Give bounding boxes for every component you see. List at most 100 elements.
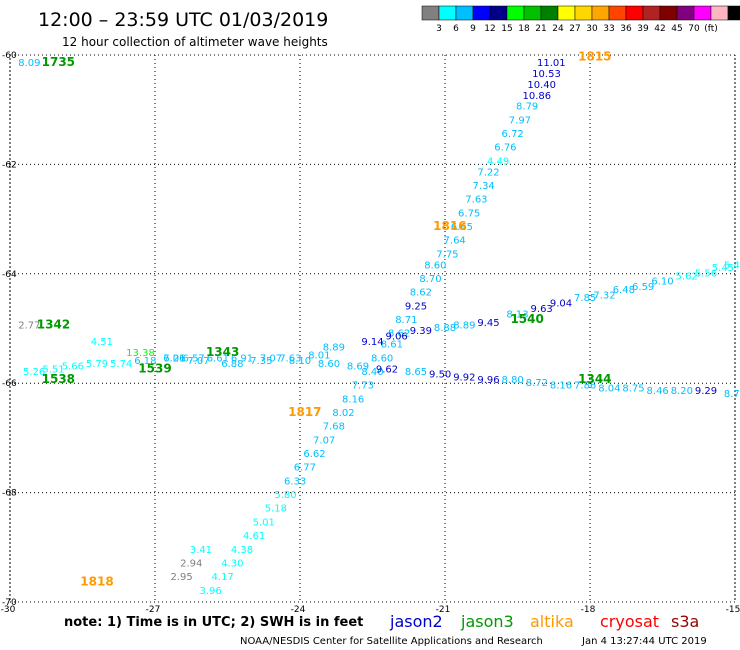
swh-point: 8.88 (434, 323, 456, 334)
swh-point: 8.16 (342, 394, 364, 405)
swh-point: 9.63 (531, 304, 553, 315)
x-tick-label: -15 (726, 605, 740, 615)
y-tick-label: -64 (2, 270, 17, 280)
legend-cryosat: cryosat (600, 612, 659, 631)
swh-point: 7.64 (444, 236, 466, 247)
colorbar-label: 42 (654, 24, 665, 34)
swh-point: 4.61 (243, 531, 265, 542)
colorbar-label: 39 (637, 24, 649, 34)
swh-point: 7.63 (279, 353, 301, 364)
colorbar-swatch (540, 5, 559, 21)
swh-point: 7.07 (260, 353, 282, 364)
swh-point: 5.66 (62, 362, 84, 373)
y-tick-label: -66 (2, 379, 17, 389)
x-tick-label: -27 (146, 605, 161, 615)
pass-time-label: 1735 (42, 55, 75, 69)
legend-jason3: jason3 (460, 612, 514, 631)
track-1538: 5.265.515.66 5.79 5.74 6.18 6.266.57 6.61 6.91… (23, 353, 740, 400)
swh-point: 8.04 (598, 383, 620, 394)
pass-time-label: 1818 (80, 575, 113, 589)
swh-point: 5.74 (110, 359, 132, 370)
legend-jason2: jason2 (389, 612, 443, 631)
swh-point: 8.80 (502, 375, 524, 386)
colorbar-label: 6 (453, 24, 459, 34)
plot-frame (9, 54, 736, 603)
colorbar-swatch (506, 5, 525, 21)
swh-point: 8.60 (424, 260, 446, 271)
swh-point: 9.62 (376, 364, 398, 375)
colorbar-swatch (727, 5, 740, 21)
swh-point: 8.20 (671, 386, 693, 397)
swh-point: 8.79 (516, 102, 538, 113)
swh-point: 6.77 (294, 463, 316, 474)
swh-point: 11.01 (537, 58, 566, 69)
plot-grid (9, 54, 736, 603)
swh-point: 4.51 (91, 337, 113, 348)
pass-time-label: 1540 (510, 312, 543, 326)
colorbar-label: 33 (603, 24, 614, 34)
colorbar-label: 9 (470, 24, 476, 34)
pass-time-labels: 1815 1735 1816 1342 1540 1343 1539 1538 1344 1817… (37, 49, 612, 588)
swh-point: 5.56 (695, 269, 717, 280)
swh-point: 5.62 (676, 271, 698, 282)
swh-point: 5.80 (274, 490, 296, 501)
axis-tick-labels: -30 -27 -24 -21 -18 -15 -70 -68 -66 -64 -62 -60 (1, 51, 740, 615)
y-tick-label: -62 (2, 160, 17, 170)
swh-point: 8.69 (347, 362, 369, 373)
swh-point: 4.17 (212, 572, 234, 583)
swh-point: 7.32 (593, 290, 615, 301)
units-note: note: 1) Time is in UTC; 2) SWH is in fe… (64, 615, 363, 630)
swh-point: 8.02 (332, 408, 354, 419)
colorbar-label: 3 (436, 24, 442, 34)
swh-point: 8.61 (381, 340, 403, 351)
swh-point: 6.75 (458, 208, 480, 219)
swh-point: 6.65 (451, 222, 473, 233)
swh-point: 6.59 (632, 282, 654, 293)
swh-point: 7.01 (163, 353, 185, 364)
credit-text: NOAA/NESDIS Center for Satellite Applica… (240, 636, 543, 647)
pass-time-label: 1817 (288, 405, 321, 419)
swh-point: 8.46 (647, 386, 669, 397)
swh-point: 7.07 (187, 356, 209, 367)
colorbar-swatch (693, 5, 712, 21)
swh-point: 3.96 (199, 586, 221, 597)
swh-point: 8.60 (318, 359, 340, 370)
chart-subtitle: 12 hour collection of altimeter wave hei… (62, 35, 328, 49)
colorbar-label: 15 (501, 24, 512, 34)
x-tick-label: -21 (436, 605, 451, 615)
pass-time-label: 1816 (433, 219, 466, 233)
swh-point: 8.65 (405, 367, 427, 378)
swh-point: 9.14 (361, 337, 383, 348)
swh-point: 8.01 (308, 351, 330, 362)
swh-point: 6.76 (494, 143, 516, 154)
colorbar-legend: 3 6 9 12 15 18 21 24 27 30 33 36 39 42 45 70 (ft) (421, 5, 740, 34)
swh-point: 8.71 (395, 315, 417, 326)
colorbar-label: 18 (518, 24, 530, 34)
swh-point: 6.72 (502, 129, 524, 140)
x-tick-label: -18 (581, 605, 596, 615)
y-tick-label: -60 (2, 51, 17, 61)
swh-point: 7.22 (477, 167, 499, 178)
pass-time-label: 1815 (578, 49, 611, 63)
colorbar-swatch (438, 5, 457, 21)
swh-point: 9.50 (429, 370, 451, 381)
swh-point: 9.04 (550, 299, 572, 310)
swh-point: 6.57 (183, 353, 205, 364)
swh-point: 8.16 (550, 381, 572, 392)
colorbar-swatch (676, 5, 695, 21)
colorbar-label: 27 (569, 24, 580, 34)
colorbar-label: (ft) (704, 24, 718, 34)
colorbar-label: 12 (484, 24, 495, 34)
satellite-legend: jason2 jason3 altika cryosat s3a (389, 612, 699, 631)
swh-point: 2.95 (170, 572, 192, 583)
colorbar-swatch (574, 5, 593, 21)
colorbar-swatch (557, 5, 576, 21)
swh-point: 7.75 (436, 249, 458, 260)
swh-point: 9.96 (477, 375, 499, 386)
colorbar-swatch (421, 5, 440, 21)
colorbar-swatch (472, 5, 491, 21)
y-tick-label: -70 (2, 598, 17, 608)
colorbar-swatch (642, 5, 661, 21)
